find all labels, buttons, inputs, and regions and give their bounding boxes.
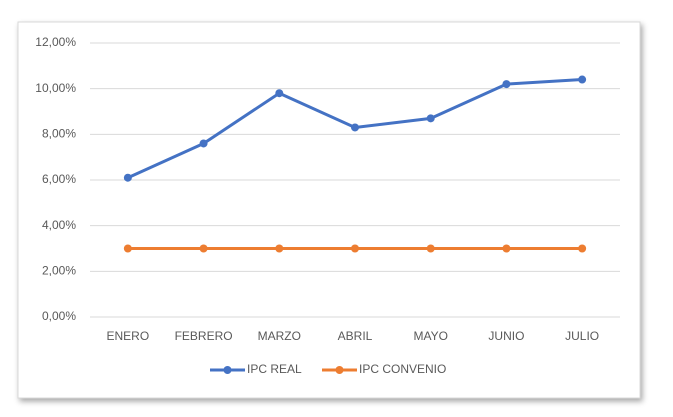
y-tick-label: 2,00%	[42, 264, 76, 278]
y-tick-label: 0,00%	[42, 309, 76, 323]
legend-marker	[335, 366, 344, 374]
legend-label: IPC REAL	[247, 362, 302, 376]
point	[123, 244, 132, 253]
legend-label: IPC CONVENIO	[359, 362, 446, 376]
y-tick-label: 8,00%	[42, 127, 76, 141]
x-tick-label: ABRIL	[338, 329, 373, 343]
x-tick-label: FEBRERO	[175, 329, 233, 343]
y-tick-label: 12,00%	[35, 35, 76, 49]
point	[351, 244, 359, 253]
point	[199, 244, 208, 253]
legend-marker	[223, 366, 232, 374]
point	[426, 114, 435, 123]
chart-frame	[17, 21, 641, 399]
x-tick-label: MARZO	[258, 329, 301, 343]
x-tick-label: JUNIO	[488, 329, 524, 343]
point	[123, 173, 132, 182]
x-tick-label: MAYO	[413, 329, 447, 343]
x-tick-label: ENERO	[107, 329, 150, 343]
point	[502, 244, 511, 253]
y-tick-label: 10,00%	[35, 81, 76, 95]
point	[578, 244, 587, 253]
point	[199, 139, 208, 148]
y-tick-label: 6,00%	[42, 172, 76, 186]
y-tick-label: 4,00%	[42, 218, 76, 232]
point	[351, 123, 359, 132]
point	[275, 89, 284, 98]
point	[578, 75, 587, 84]
x-tick-label: JULIO	[565, 329, 599, 343]
point	[275, 244, 284, 253]
point	[426, 244, 435, 253]
point	[502, 80, 511, 89]
